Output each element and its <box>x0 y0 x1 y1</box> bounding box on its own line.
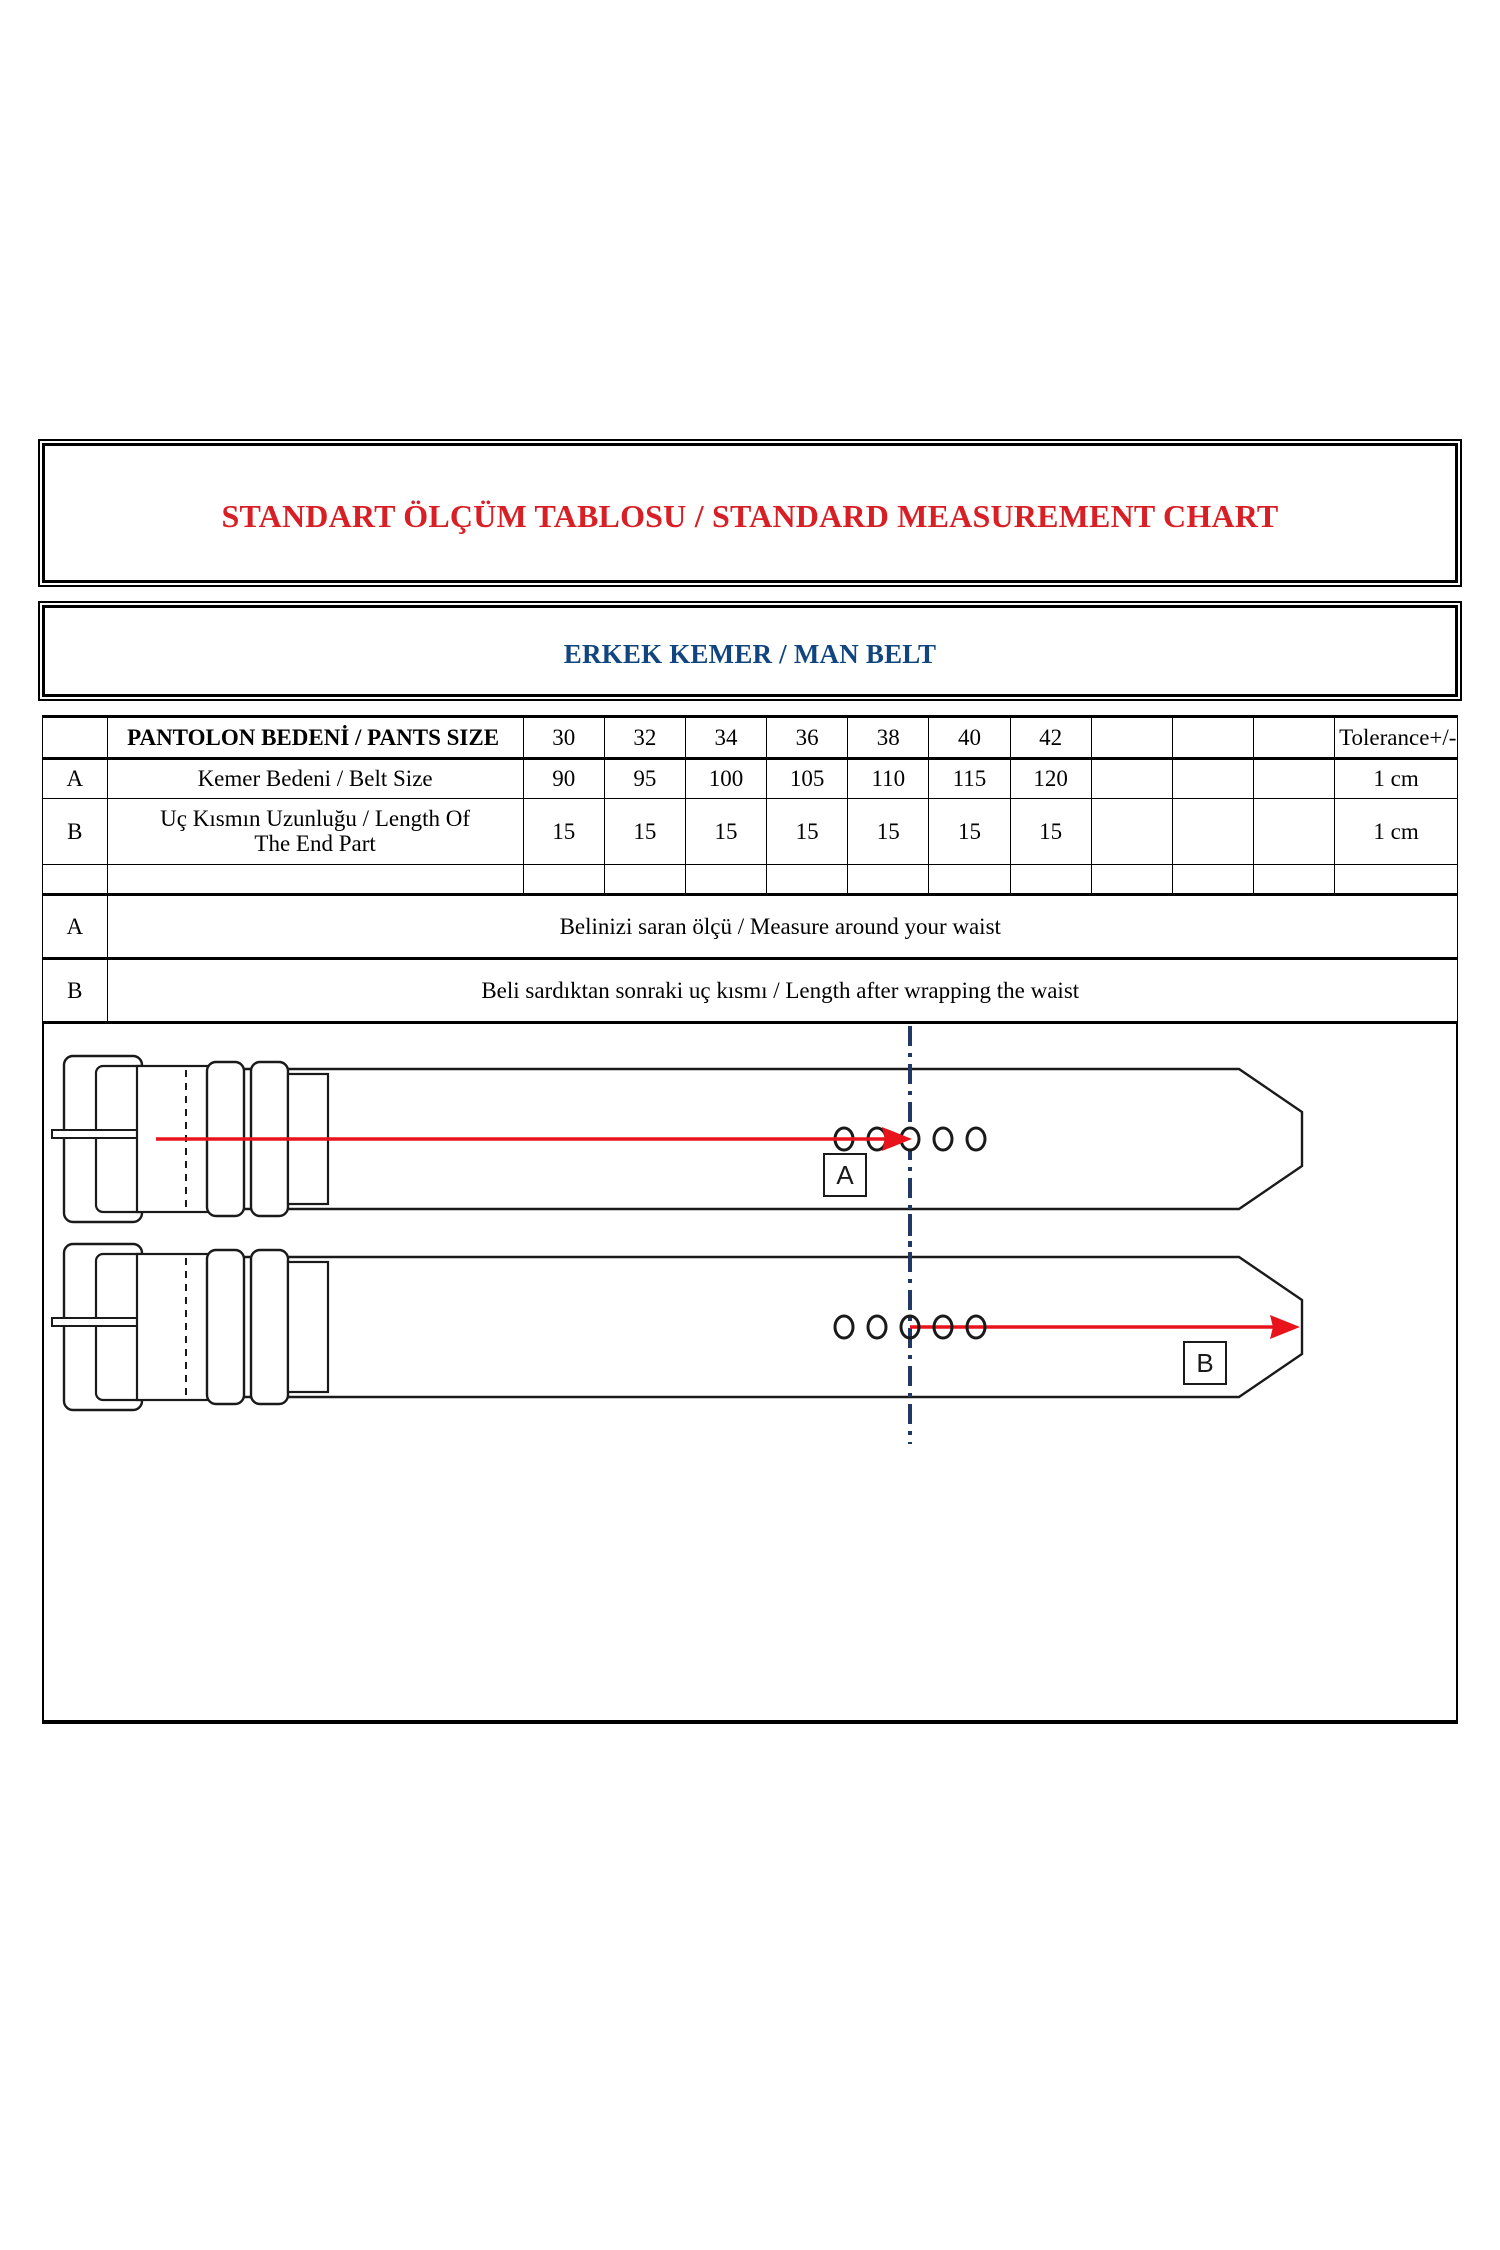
belt-b-label-box <box>1183 1341 1227 1385</box>
row-a-value-32: 95 <box>603 758 686 799</box>
header-empty-1 <box>1090 715 1173 760</box>
row-b-tolerance: 1 cm <box>1334 798 1458 865</box>
belt-b-hole-3-center <box>899 1314 921 1340</box>
row-b-value-36: 15 <box>766 798 849 865</box>
note-b-key: B <box>42 958 108 1024</box>
table-note-row-a: A Belinizi saran ölçü / Measure around y… <box>42 894 1458 960</box>
spacer-5 <box>847 864 930 896</box>
header-tolerance-label: Tolerance+/- <box>1334 715 1458 760</box>
belt-b-keeper-loop-2 <box>249 1248 290 1406</box>
belt-diagram-b: B <box>51 1214 1304 1444</box>
header-size-30: 30 <box>522 715 605 760</box>
spacer-4 <box>766 864 849 896</box>
spacer-8 <box>1090 864 1173 896</box>
table-note-row-b: B Beli sardıktan sonraki uç kısmı / Leng… <box>42 958 1458 1024</box>
chart-container: STANDART ÖLÇÜM TABLOSU / STANDARD MEASUR… <box>42 443 1458 1724</box>
belt-b-hole-1 <box>833 1314 855 1340</box>
row-b-description-line2: The End Part <box>254 830 376 856</box>
row-b-value-40: 15 <box>928 798 1011 865</box>
row-a-value-30: 90 <box>522 758 605 799</box>
header-size-42: 42 <box>1009 715 1092 760</box>
product-category-title: ERKEK KEMER / MAN BELT <box>563 639 937 669</box>
belt-a-measure-arrowhead <box>882 1127 912 1151</box>
spacer-11 <box>1334 864 1458 896</box>
table-spacer-row <box>42 864 1458 896</box>
belt-diagram-frame: A <box>42 1024 1458 1724</box>
row-a-value-42: 120 <box>1009 758 1092 799</box>
spacer-9 <box>1171 864 1254 896</box>
header-size-34: 34 <box>684 715 768 760</box>
belt-b-hole-4 <box>932 1314 954 1340</box>
row-a-value-40: 115 <box>928 758 1011 799</box>
subtitle-box: ERKEK KEMER / MAN BELT <box>42 605 1458 697</box>
belt-b-loop-insert <box>286 1260 330 1394</box>
header-size-36: 36 <box>766 715 849 760</box>
belt-diagram-a: A <box>51 1026 1304 1256</box>
belt-b-measure-arrowhead <box>1270 1315 1300 1339</box>
row-b-description: Uç Kısmın Uzunluğu / Length Of The End Pa… <box>106 798 524 865</box>
spacer-3 <box>684 864 768 896</box>
spacer-7 <box>1009 864 1092 896</box>
belt-a-hole-4 <box>932 1126 954 1152</box>
belt-b-label-text: B <box>1196 1348 1213 1378</box>
row-a-empty-2 <box>1171 758 1254 799</box>
header-ab-cell <box>42 715 108 760</box>
spacer-10 <box>1252 864 1336 896</box>
row-b-value-34: 15 <box>684 798 768 865</box>
note-a-key: A <box>42 894 108 960</box>
header-size-32: 32 <box>603 715 686 760</box>
belt-b-hole-5 <box>965 1314 987 1340</box>
row-b-value-42: 15 <box>1009 798 1092 865</box>
header-pants-size-label: PANTOLON BEDENİ / PANTS SIZE <box>106 715 524 760</box>
row-b-value-30: 15 <box>522 798 605 865</box>
row-b-value-38: 15 <box>847 798 930 865</box>
header-empty-3 <box>1252 715 1336 760</box>
spacer-ab <box>42 864 108 896</box>
row-a-empty-3 <box>1252 758 1336 799</box>
table-row-b: B Uç Kısmın Uzunluğu / Length Of The End … <box>42 798 1458 865</box>
row-b-empty-2 <box>1171 798 1254 865</box>
main-title-box: STANDART ÖLÇÜM TABLOSU / STANDARD MEASUR… <box>42 443 1458 583</box>
row-a-value-36: 105 <box>766 758 849 799</box>
spacer-6 <box>928 864 1011 896</box>
table-row-a: A Kemer Bedeni / Belt Size 90 95 100 105… <box>42 758 1458 799</box>
spacer-2 <box>603 864 686 896</box>
spacer-1 <box>522 864 605 896</box>
row-b-empty-3 <box>1252 798 1336 865</box>
belt-a-hole-5 <box>965 1126 987 1152</box>
note-b-text: Beli sardıktan sonraki uç kısmı / Length… <box>106 958 1458 1024</box>
row-b-empty-1 <box>1090 798 1173 865</box>
row-b-value-32: 15 <box>603 798 686 865</box>
row-a-description: Kemer Bedeni / Belt Size <box>106 758 524 799</box>
spacer-desc <box>106 864 524 896</box>
header-empty-2 <box>1171 715 1254 760</box>
row-b-description-line1: Uç Kısmın Uzunluğu / Length Of <box>160 806 470 832</box>
belt-diagrams-svg: A <box>51 1026 1304 1444</box>
row-b-key: B <box>42 798 108 865</box>
note-a-text: Belinizi saran ölçü / Measure around you… <box>106 894 1458 960</box>
belt-b-hole-2 <box>866 1314 888 1340</box>
page-title: STANDART ÖLÇÜM TABLOSU / STANDARD MEASUR… <box>221 498 1279 534</box>
belt-b-keeper-loop-1 <box>205 1248 246 1406</box>
measurement-table: PANTOLON BEDENİ / PANTS SIZE 30 32 34 36… <box>42 715 1458 1024</box>
header-size-38: 38 <box>847 715 930 760</box>
row-a-value-34: 100 <box>684 758 768 799</box>
row-a-tolerance: 1 cm <box>1334 758 1458 799</box>
row-a-key: A <box>42 758 108 799</box>
belt-a-label-text: A <box>836 1160 854 1190</box>
row-a-empty-1 <box>1090 758 1173 799</box>
table-header-row: PANTOLON BEDENİ / PANTS SIZE 30 32 34 36… <box>42 715 1458 760</box>
header-size-40: 40 <box>928 715 1011 760</box>
belt-a-label-box <box>823 1153 867 1197</box>
row-a-value-38: 110 <box>847 758 930 799</box>
